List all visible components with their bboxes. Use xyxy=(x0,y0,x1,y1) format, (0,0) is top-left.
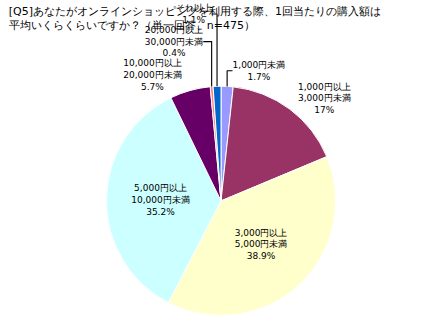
svg-text:1,000円未満1.7%: 1,000円未満1.7% xyxy=(233,60,286,82)
svg-text:1,000円以上3,000円未満17%: 1,000円以上3,000円未満17% xyxy=(298,82,351,115)
svg-text:10,000円以上20,000円未満5.7%: 10,000円以上20,000円未満5.7% xyxy=(123,58,182,91)
svg-text:3,000円以上5,000円未満38.9%: 3,000円以上5,000円未満38.9% xyxy=(235,228,288,261)
svg-text:5,000円以上10,000円未満35.2%: 5,000円以上10,000円未満35.2% xyxy=(131,183,190,216)
svg-text:それ以上1.1%: それ以上1.1% xyxy=(176,3,212,25)
svg-text:20,000円以上30,000円未満0.4%: 20,000円以上30,000円未満0.4% xyxy=(145,25,204,58)
svg-text:[Q5]あなたがオンラインショッピングを利用する際、1回当た: [Q5]あなたがオンラインショッピングを利用する際、1回当たりの購入額は平均いく… xyxy=(9,5,381,32)
